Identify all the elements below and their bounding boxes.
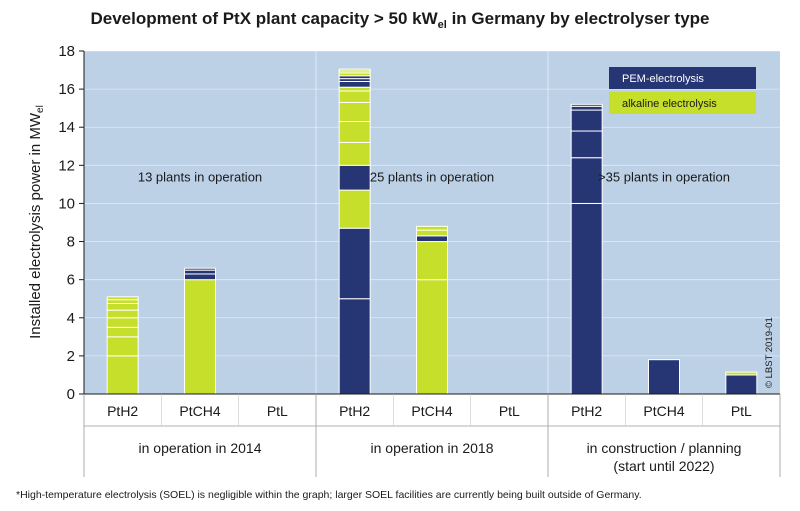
y-tick-label: 4 [67,310,75,327]
legend: PEM-electrolysis alkaline electrolysis [609,67,756,114]
y-tick-label: 2 [67,348,75,365]
bar-segment-pem [338,164,371,191]
bar-segment-pem [570,109,603,132]
bar-segment-alkaline [106,326,139,338]
group-note: 25 plants in operation [370,169,494,184]
y-axis-label: Installed electrolysis power in MWel [27,105,46,339]
category-label: PtCH4 [643,403,684,419]
category-table: in operation in 2014 PtH2 PtCH4 PtL in opera… [83,393,781,477]
bar-segment-alkaline [338,90,371,103]
bar-segment-alkaline [416,241,448,281]
y-tick-label: 12 [58,157,75,174]
group-dividers [315,51,549,394]
bar-segment-alkaline [106,299,139,304]
bars [106,68,758,395]
bar-segment-alkaline [338,101,371,123]
bar-segment-alkaline [338,189,371,229]
group-note: >35 plants in operation [598,169,730,184]
bar-segment-pem [338,298,371,395]
bar-segment-alkaline [338,68,371,72]
category-label: PtH2 [571,403,602,419]
bar-segment-pem [184,269,216,275]
bar-segment-alkaline [338,121,371,143]
group-note: 13 plants in operation [138,169,262,184]
legend-alkaline-label: alkaline electrolysis [622,98,717,110]
bar-segment-alkaline [106,355,139,395]
y-tick-label: 0 [67,386,75,403]
category-label: PtH2 [339,403,370,419]
group-label-line2: (start until 2022) [613,458,714,474]
bar-segment-pem [416,235,448,243]
legend-pem-label: PEM-electrolysis [622,73,704,85]
bar-segment-alkaline [416,229,448,237]
bar-segment-pem [184,273,216,281]
bar-segment-alkaline [725,371,758,376]
bar-segment-alkaline [416,225,448,231]
y-tick-label: 8 [67,234,75,251]
y-ticks: 0 2 4 6 8 10 12 14 16 18 [58,43,84,403]
group-notes: 13 plants in operation 25 plants in opera… [138,169,730,184]
bar-segment-pem [570,105,603,111]
y-tick-label: 10 [58,195,75,212]
bar-segment-pem [725,374,758,395]
category-label: PtL [731,403,752,419]
y-tick-label: 18 [58,43,75,60]
bar-segment-pem [648,359,680,395]
bar-segment-alkaline [338,141,371,166]
bar-segment-alkaline [184,279,216,395]
bar-segment-alkaline [106,317,139,328]
legend-alkaline-swatch [609,92,756,114]
footnote: *High-temperature electrolysis (SOEL) is… [16,489,642,501]
chart-title: Development of PtX plant capacity > 50 k… [90,9,709,31]
legend-pem-swatch [609,67,756,89]
bar-segment-pem [570,103,603,107]
bar-segment-pem [184,267,216,271]
category-label: PtH2 [107,403,138,419]
bar-segment-alkaline [338,86,371,92]
category-label: PtL [499,403,520,419]
y-tick-label: 6 [67,272,75,289]
bar-segment-alkaline [106,309,139,319]
bar-segment-alkaline [106,302,139,311]
group-label: in operation in 2018 [371,440,494,456]
bar-segment-alkaline [416,279,448,395]
group-label: in operation in 2014 [139,440,262,456]
y-tick-label: 16 [58,81,75,98]
category-label: PtCH4 [411,403,452,419]
bar-segment-pem [570,130,603,159]
copyright: © LBST 2019-01 [764,317,775,388]
bar-segment-pem [570,202,603,395]
category-label: PtCH4 [179,403,220,419]
bar-segment-alkaline [106,296,139,301]
bar-segment-alkaline [106,336,139,357]
group-label: in construction / planning [587,440,742,456]
bar-segment-pem [338,227,371,300]
bar-segment-pem [338,80,371,88]
category-label: PtL [267,403,288,419]
y-tick-label: 14 [58,119,75,136]
